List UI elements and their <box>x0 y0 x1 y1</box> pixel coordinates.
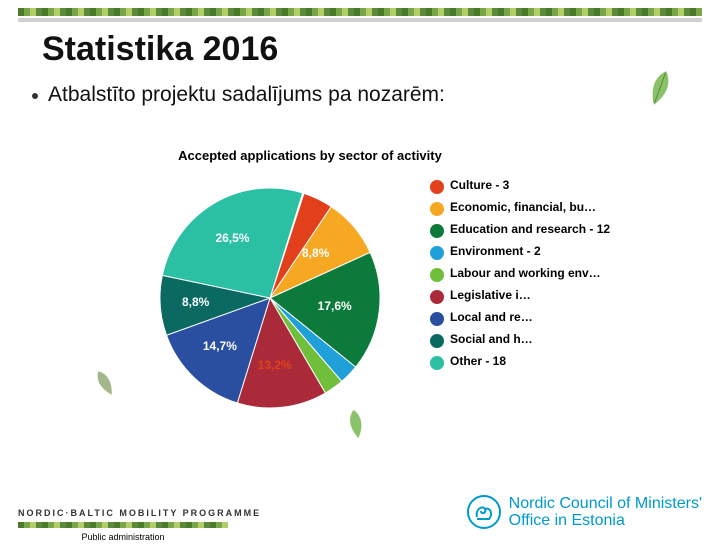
legend-swatch <box>430 268 444 282</box>
divider <box>18 18 702 22</box>
legend-item: Legislative i… <box>430 288 650 304</box>
bullet-row: Atbalstīto projektu sadalījums pa nozarē… <box>32 83 720 107</box>
legend-label: Social and h… <box>450 332 533 347</box>
legend: Culture - 3 Economic, financial, bu… Educa… <box>430 178 650 376</box>
pie-wrap: 8,8%17,6%13,2%14,7%8,8%26,5% <box>160 188 380 408</box>
org-line2: Office in Estonia <box>509 512 702 530</box>
legend-swatch <box>430 290 444 304</box>
page-title: Statistika 2016 <box>42 30 720 69</box>
swan-icon <box>467 495 501 529</box>
org-name: Nordic Council of Ministers' Office in E… <box>509 495 702 530</box>
pie-svg <box>160 188 380 408</box>
legend-label: Culture - 3 <box>450 178 509 193</box>
legend-label: Legislative i… <box>450 288 531 303</box>
programme-subtitle: Public administration <box>18 532 228 542</box>
legend-swatch <box>430 312 444 326</box>
legend-swatch <box>430 246 444 260</box>
legend-item: Labour and working env… <box>430 266 650 282</box>
ncm-logo: Nordic Council of Ministers' Office in E… <box>467 495 702 530</box>
legend-item: Culture - 3 <box>430 178 650 194</box>
legend-label: Economic, financial, bu… <box>450 200 596 215</box>
legend-item: Other - 18 <box>430 354 650 370</box>
legend-item: Education and research - 12 <box>430 222 650 238</box>
legend-swatch <box>430 224 444 238</box>
chart-title: Accepted applications by sector of activ… <box>130 148 490 163</box>
legend-item: Economic, financial, bu… <box>430 200 650 216</box>
legend-label: Labour and working env… <box>450 266 601 281</box>
legend-item: Social and h… <box>430 332 650 348</box>
legend-swatch <box>430 202 444 216</box>
legend-label: Environment - 2 <box>450 244 541 259</box>
legend-item: Environment - 2 <box>430 244 650 260</box>
legend-swatch <box>430 334 444 348</box>
legend-label: Local and re… <box>450 310 533 325</box>
legend-swatch <box>430 356 444 370</box>
slide: Statistika 2016 Atbalstīto projektu sada… <box>0 8 720 548</box>
legend-item: Local and re… <box>430 310 650 326</box>
org-line1: Nordic Council of Ministers' <box>509 495 702 513</box>
legend-label: Other - 18 <box>450 354 506 369</box>
bullet-dot-icon <box>32 93 38 99</box>
pie-chart: Accepted applications by sector of activ… <box>120 148 680 448</box>
legend-label: Education and research - 12 <box>450 222 610 237</box>
subtitle: Atbalstīto projektu sadalījums pa nozarē… <box>48 83 445 107</box>
top-decorative-stripe <box>18 8 702 16</box>
footer-decorative-stripe <box>18 522 228 528</box>
legend-swatch <box>430 180 444 194</box>
